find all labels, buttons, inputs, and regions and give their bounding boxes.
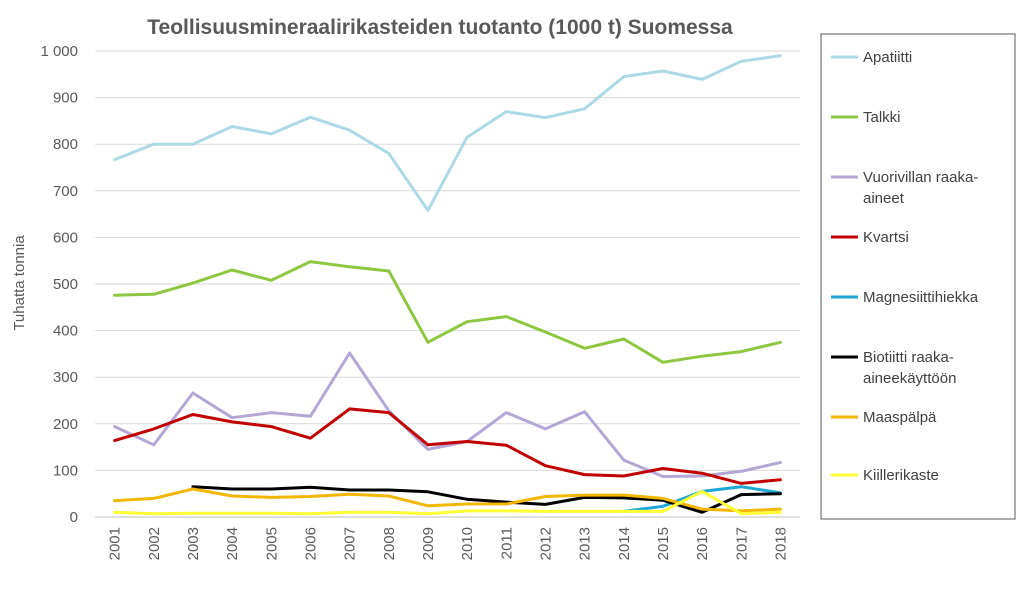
series-line-6 [191,485,782,514]
legend-entry: Kiillerikaste [831,467,939,484]
y-tick-label: 1 000 [40,43,78,60]
x-tick-label: 2007 [342,527,359,560]
y-tick-labels: 0 100 200 300 400 500 600 700 800 900 1 000 [40,43,78,526]
legend-label: aineet [863,190,905,207]
y-tick-label: 600 [53,229,78,246]
x-tick-label: 2010 [459,527,476,560]
legend: Apatiitti Talkki Vuorivillan raaka-aineet K… [820,33,1016,520]
y-tick-label: 700 [53,183,78,200]
legend-entry: Talkki [831,109,901,126]
legend-entry: Biotiitti raaka-aineekäyttöön [831,349,956,387]
x-tick-label: 2014 [616,527,633,560]
x-tick-label: 2002 [146,527,163,560]
series-lines [113,54,782,516]
series-line-1 [113,54,782,212]
legend-entry: Vuorivillan raaka-aineet [831,169,978,207]
legend-entry: Maaspälpä [831,409,937,426]
legend-label: Kiillerikaste [863,467,939,484]
x-tick-label: 2008 [381,527,398,560]
y-tick-label: 500 [53,276,78,293]
x-tick-label: 2016 [694,527,711,560]
x-tick-label: 2015 [655,527,672,560]
gridlines [95,50,800,518]
legend-entry: Apatiitti [831,49,912,66]
x-tick-label: 2003 [185,527,202,560]
x-tick-label: 2004 [224,527,241,560]
y-tick-label: 900 [53,90,78,107]
y-tick-label: 400 [53,323,78,340]
legend-box [820,33,1016,520]
legend-label: Vuorivillan raaka- [863,169,978,186]
series-line-2 [113,260,782,364]
y-tick-label: 800 [53,136,78,153]
series-line-7 [113,487,782,513]
y-tick-label: 0 [70,509,78,526]
legend-label: Magnesiittihiekka [863,289,979,306]
x-tick-label: 2013 [577,527,594,560]
x-tick-label: 2009 [420,527,437,560]
legend-label: Talkki [863,109,901,126]
series-line-8 [113,489,782,516]
y-tick-label: 100 [53,462,78,479]
legend-label: Kvartsi [863,229,909,246]
series-line-4 [113,407,782,485]
legend-label: Maaspälpä [863,409,937,426]
x-tick-label: 2012 [537,527,554,560]
legend-label: Biotiitti raaka- [863,349,954,366]
x-tick-label: 2017 [733,527,750,560]
y-tick-label: 200 [53,416,78,433]
legend-label: aineekäyttöön [863,370,956,387]
legend-entry: Kvartsi [831,229,909,246]
y-tick-label: 300 [53,369,78,386]
series-line-3 [113,351,782,478]
y-axis-label: Tuhatta tonnia [11,235,28,331]
legend-label: Apatiitti [863,49,912,66]
x-tick-label: 2018 [772,527,789,560]
x-tick-label: 2005 [263,527,280,560]
x-tick-label: 2001 [107,527,124,560]
chart-title: Teollisuusmineraalirikasteiden tuotanto … [147,16,733,39]
x-tick-label: 2011 [498,527,515,559]
x-tick-label: 2006 [302,527,319,560]
x-tick-labels: 2001 2002 2003 2004 2005 2006 2007 2008 2009 2010… [107,527,790,560]
legend-entry: Magnesiittihiekka [831,289,979,306]
